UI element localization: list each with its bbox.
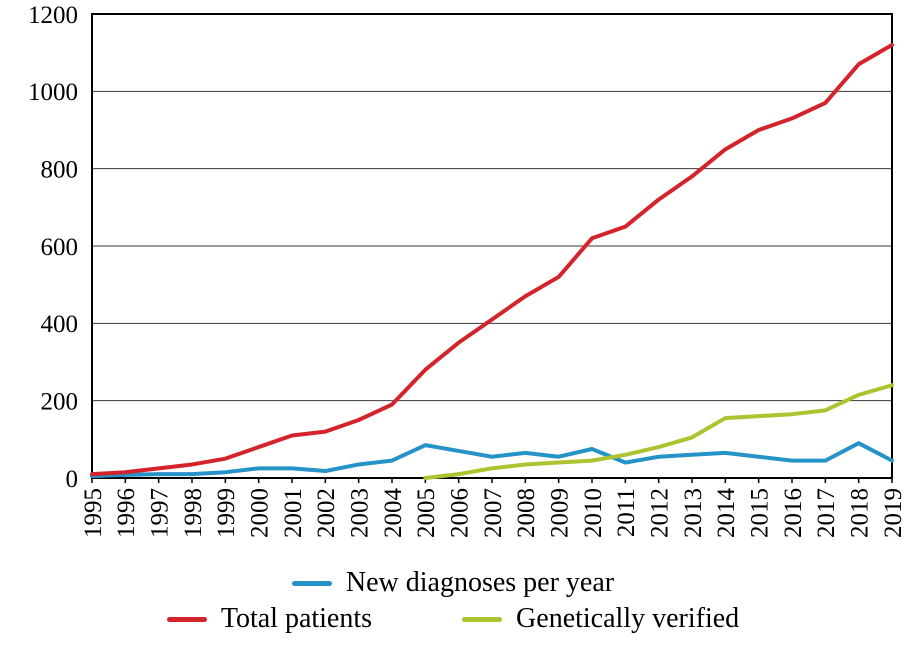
legend-item-new-diagnoses: New diagnoses per year bbox=[291, 567, 615, 599]
legend-label-genetically-verified: Genetically verified bbox=[516, 603, 740, 634]
legend: New diagnoses per year Total patients Ge… bbox=[0, 567, 906, 635]
x-tick-label: 2009 bbox=[546, 488, 573, 538]
x-tick-label: 2000 bbox=[246, 488, 273, 538]
series-line-new-diagnoses-per-year bbox=[90, 441, 894, 479]
x-tick-label: 1999 bbox=[213, 488, 240, 538]
x-tick-label: 2006 bbox=[446, 488, 473, 538]
y-tick-label: 600 bbox=[41, 234, 79, 261]
plot-area: 0 200 400 600 800 1000 1200 1995 1996 1997 1998 199… bbox=[28, 2, 906, 539]
y-tick-label: 400 bbox=[41, 311, 79, 338]
x-tick-label: 2017 bbox=[813, 488, 840, 538]
x-tick-label: 2008 bbox=[513, 488, 540, 538]
x-tick-label: 2011 bbox=[613, 488, 640, 537]
legend-label-total-patients: Total patients bbox=[220, 603, 373, 634]
x-tick-label: 2002 bbox=[313, 488, 340, 538]
y-tick-label: 1200 bbox=[28, 2, 78, 29]
x-tick-label: 2004 bbox=[380, 488, 407, 539]
y-tick-label: 0 bbox=[66, 466, 79, 493]
series-line-genetically-verified bbox=[423, 383, 894, 480]
legend-row-2: Total patients Genetically verified bbox=[166, 603, 739, 635]
x-tick-label: 1995 bbox=[80, 488, 107, 538]
x-tick-label: 2016 bbox=[780, 488, 807, 538]
x-tick-label: 1998 bbox=[180, 488, 207, 538]
legend-row-1: New diagnoses per year bbox=[291, 567, 615, 599]
legend-label-new-diagnoses: New diagnoses per year bbox=[345, 567, 615, 598]
x-tick-label: 2018 bbox=[846, 488, 873, 538]
y-tick-label: 800 bbox=[41, 156, 79, 183]
x-tick-label: 2019 bbox=[880, 488, 906, 538]
legend-item-genetically-verified: Genetically verified bbox=[462, 603, 739, 635]
x-tick-label: 2015 bbox=[746, 488, 773, 538]
x-tick-label: 2010 bbox=[580, 488, 607, 538]
legend-line-icon bbox=[291, 580, 332, 586]
series-line-total-patients bbox=[90, 42, 894, 477]
x-tick-label: 1996 bbox=[113, 488, 140, 538]
x-tick-label: 2012 bbox=[646, 488, 673, 538]
y-tick-label: 1000 bbox=[28, 79, 78, 106]
x-tick-label: 2001 bbox=[280, 488, 307, 538]
x-tick-label: 2005 bbox=[413, 488, 440, 538]
x-tick-label: 2013 bbox=[680, 488, 707, 538]
x-tick-label: 2007 bbox=[480, 488, 507, 538]
legend-line-icon bbox=[462, 616, 503, 622]
y-tick-label: 200 bbox=[41, 388, 79, 415]
x-tick-label: 2003 bbox=[346, 488, 373, 538]
x-tick-label: 2014 bbox=[713, 488, 740, 539]
legend-item-total-patients: Total patients bbox=[166, 603, 373, 635]
legend-line-icon bbox=[166, 616, 207, 622]
x-tick-label: 1997 bbox=[146, 488, 173, 538]
